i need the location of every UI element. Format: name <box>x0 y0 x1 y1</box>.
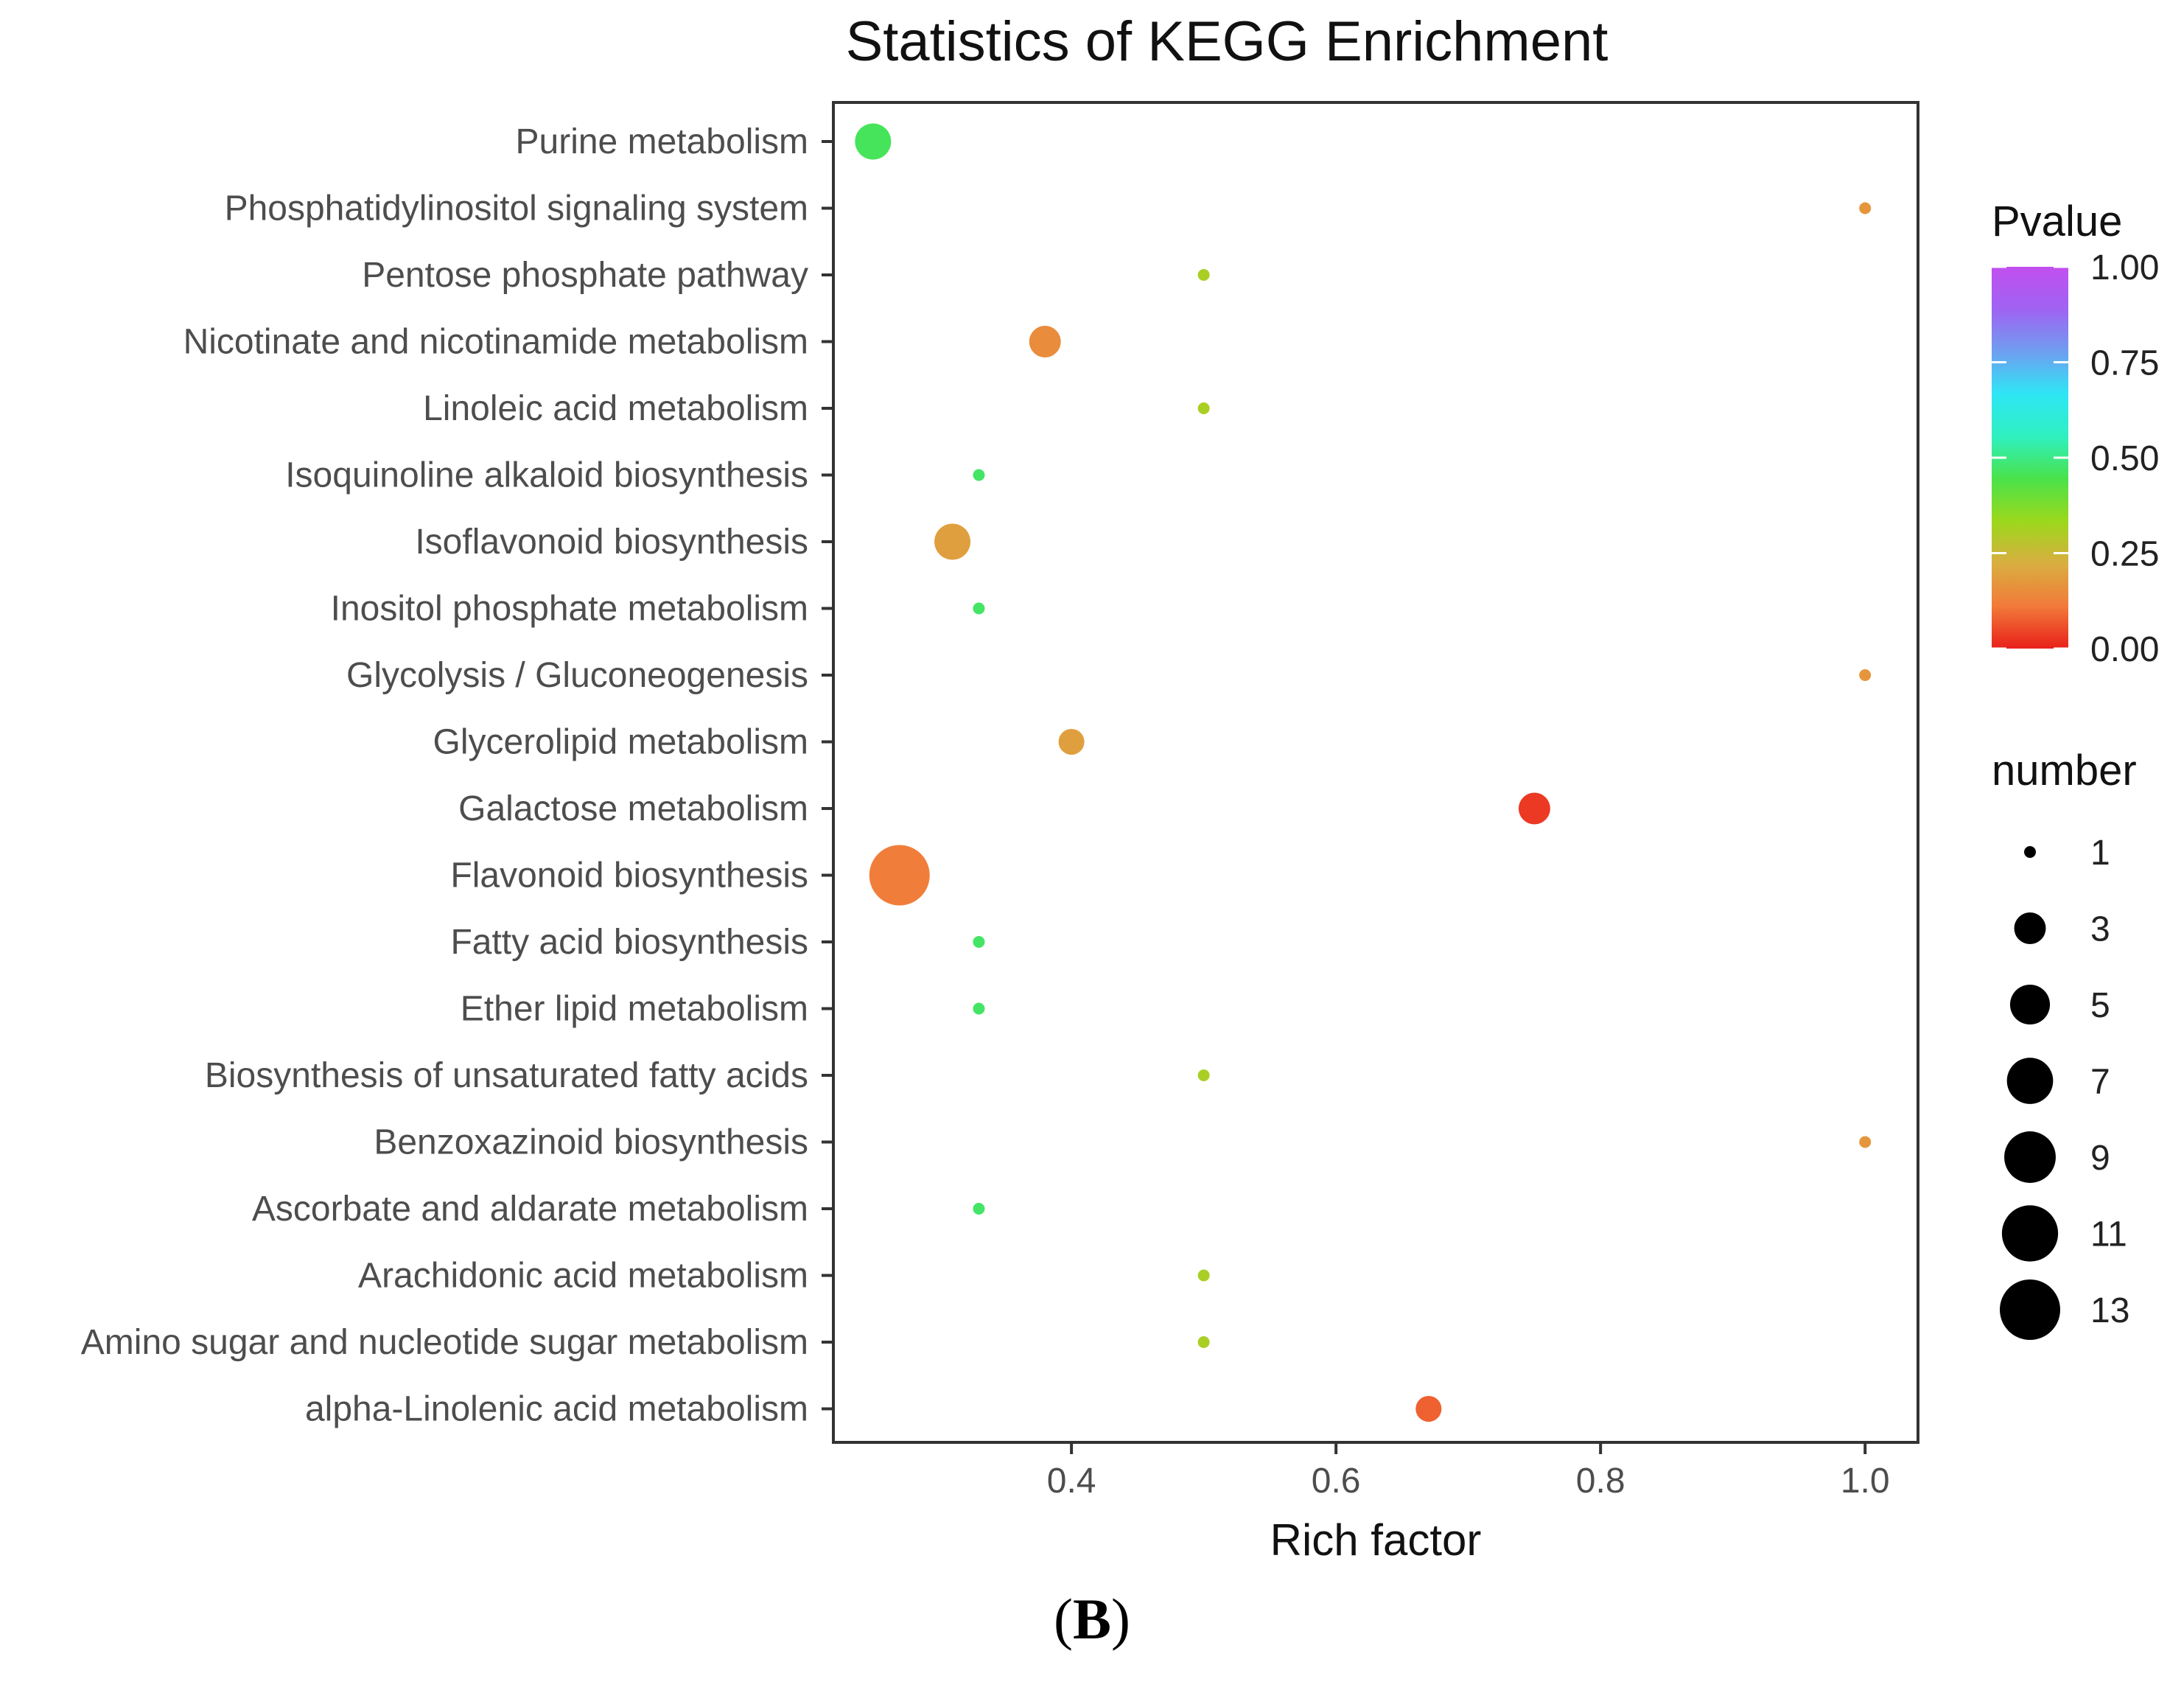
y-tick-label: Ether lipid metabolism <box>461 990 808 1029</box>
data-point <box>1859 1136 1872 1148</box>
data-point <box>1859 669 1872 681</box>
number-legend-title: number <box>1992 747 2137 795</box>
pvalue-tick-label: 0.25 <box>2090 535 2159 574</box>
x-tick-label: 0.4 <box>1047 1462 1096 1501</box>
number-legend-label: 11 <box>2090 1215 2127 1254</box>
data-point <box>1415 1395 1442 1422</box>
number-legend-label: 9 <box>2090 1139 2110 1178</box>
y-tick-label: Ascorbate and aldarate metabolism <box>252 1190 808 1229</box>
data-point <box>973 469 985 481</box>
x-tick-label: 1.0 <box>1841 1462 1890 1501</box>
number-legend-label: 13 <box>2090 1291 2129 1330</box>
y-tick-label: alpha-Linolenic acid metabolism <box>305 1390 808 1429</box>
number-legend-dot <box>2001 1205 2059 1262</box>
data-point <box>1197 402 1210 414</box>
number-legend-dot <box>2004 1131 2056 1183</box>
y-tick-label: Pentose phosphate pathway <box>362 256 808 295</box>
y-tick-label: Galactose metabolism <box>458 789 808 828</box>
pvalue-tick-label: 0.75 <box>2090 344 2159 383</box>
y-tick-label: Isoflavonoid biosynthesis <box>415 523 808 562</box>
x-tick-label: 0.8 <box>1576 1462 1625 1501</box>
data-point <box>1197 1269 1210 1282</box>
data-points <box>855 123 1872 1422</box>
number-legend-label: 3 <box>2090 910 2110 949</box>
plot-panel <box>832 101 1919 1444</box>
y-tick-label: Linoleic acid metabolism <box>423 389 808 428</box>
y-tick-label: Amino sugar and nucleotide sugar metabol… <box>81 1323 808 1362</box>
number-legend-dot <box>2006 1058 2054 1104</box>
number-legend-dot <box>2009 984 2051 1025</box>
chart-title: Statistics of KEGG Enrichment <box>846 10 1609 73</box>
pvalue-legend: Pvalue 1.00 0.75 0.50 0.25 0.00 <box>1992 198 2159 669</box>
data-point <box>1197 269 1210 281</box>
y-axis: Purine metabolism Phosphatidylinositol si… <box>81 122 833 1429</box>
number-legend-label: 1 <box>2090 834 2110 873</box>
y-tick-label: Inositol phosphate metabolism <box>331 590 808 629</box>
data-point <box>973 936 985 948</box>
number-legend-dot <box>2000 1279 2060 1340</box>
data-point <box>1058 728 1085 755</box>
y-tick-label: Isoquinoline alkaloid biosynthesis <box>285 456 808 495</box>
data-point <box>1197 1336 1210 1348</box>
number-legend-label: 5 <box>2090 986 2110 1025</box>
number-legend-dot <box>2014 912 2046 944</box>
y-tick-label: Flavonoid biosynthesis <box>450 856 808 895</box>
y-tick-label: Purine metabolism <box>516 122 809 161</box>
x-tick-label: 0.6 <box>1312 1462 1361 1501</box>
y-tick-label: Glycerolipid metabolism <box>433 723 808 762</box>
data-point <box>973 1203 985 1215</box>
data-point <box>1197 1069 1210 1081</box>
number-legend-dot <box>2024 846 2036 858</box>
y-tick-label: Fatty acid biosynthesis <box>450 923 808 962</box>
y-tick-label: Glycolysis / Gluconeogenesis <box>346 656 808 695</box>
data-point <box>1518 792 1550 825</box>
pvalue-tick-label: 0.50 <box>2090 439 2159 478</box>
data-point <box>973 602 985 615</box>
y-tick-label: Nicotinate and nicotinamide metabolism <box>183 323 808 362</box>
y-tick-label: Arachidonic acid metabolism <box>358 1257 808 1296</box>
data-point <box>934 523 971 560</box>
y-tick-label: Benzoxazinoid biosynthesis <box>374 1123 808 1162</box>
x-axis-label: Rich factor <box>1270 1515 1482 1565</box>
data-point <box>1029 326 1061 357</box>
y-tick-label: Biosynthesis of unsaturated fatty acids <box>205 1056 808 1095</box>
pvalue-tick-label: 0.00 <box>2090 630 2159 669</box>
data-point <box>869 845 930 906</box>
x-axis: 0.4 0.6 0.8 1.0 <box>1047 1442 1890 1501</box>
data-point <box>1859 202 1872 214</box>
panel-label-letter: B <box>1072 1587 1112 1651</box>
data-point <box>855 123 892 160</box>
data-point <box>973 1002 985 1015</box>
panel-label-close-paren: ) <box>1111 1587 1130 1651</box>
panel-label-open-paren: ( <box>1054 1587 1073 1651</box>
number-legend-label: 7 <box>2090 1063 2110 1102</box>
pvalue-legend-title: Pvalue <box>1992 198 2122 245</box>
pvalue-tick-label: 1.00 <box>2090 248 2159 287</box>
panel-label: (B) <box>0 1591 2184 1648</box>
y-tick-label: Phosphatidylinositol signaling system <box>225 189 808 228</box>
